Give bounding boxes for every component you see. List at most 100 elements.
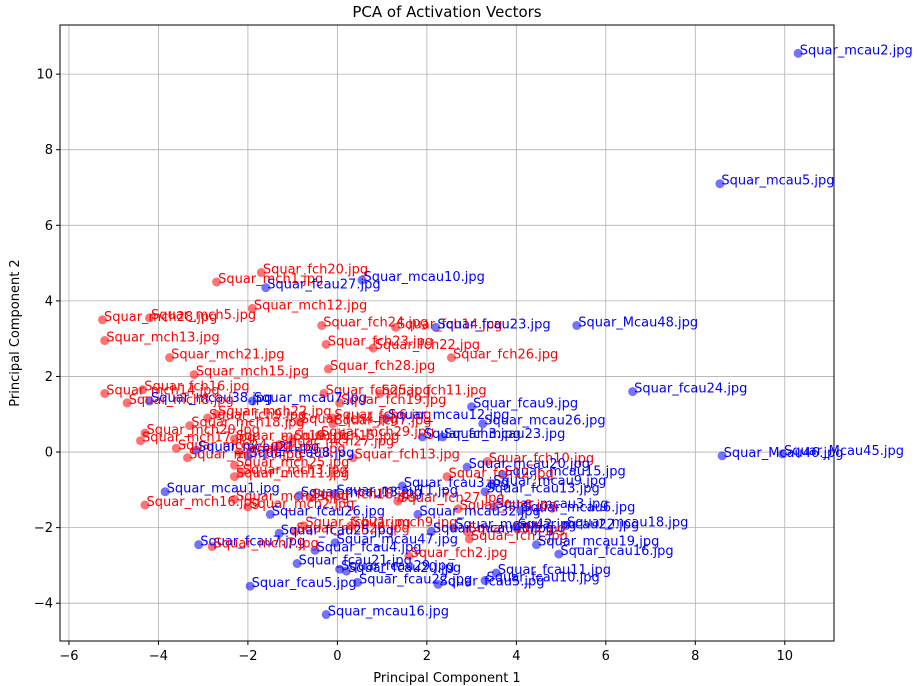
point-label: Squar_mch10.jpg (189, 448, 302, 463)
data-point (561, 521, 571, 531)
point-label: Squar_mcau15.jpg (504, 465, 625, 480)
data-point (122, 398, 132, 408)
data-point (417, 432, 427, 442)
data-point (491, 568, 501, 578)
point-label: Squar_mch8.jpg (129, 393, 234, 408)
data-point (212, 409, 222, 419)
y-tick-label: 4 (45, 294, 53, 309)
data-point (330, 538, 340, 548)
point-label: Squar_fch10.jpg (489, 451, 594, 466)
point-label: Squar_mch9.jpg (352, 516, 457, 531)
point-label: Squar_fcau4.jpg (317, 540, 422, 555)
data-point (299, 521, 309, 531)
data-point (288, 434, 298, 444)
point-label: Squar_mcau26.jpg (484, 414, 605, 429)
data-point (348, 453, 358, 463)
point-label: Squar_fcau13.jpg (487, 482, 600, 497)
point-label: Squar_mch25.jpg (236, 455, 349, 470)
point-label: Squar_fcau10.jpg (487, 571, 600, 586)
point-label: Squar_mcau7.jpg (254, 391, 367, 406)
point-labels: Squar_mcau2.jpg Squar_mcau5.jpg Squar_fch2… (104, 43, 913, 619)
data-point (404, 551, 414, 561)
data-point (160, 487, 170, 497)
x-tick-label: 8 (691, 649, 699, 664)
point-label: Squar_fcau26.jpg (272, 504, 385, 519)
point-label: Squar_fch5.jpg (469, 521, 566, 536)
point-label: Squar_mcau40.jpg (433, 521, 554, 536)
data-point (482, 456, 492, 466)
data-point (511, 523, 521, 533)
point-label: Squar_mcau47.jpg (337, 533, 458, 548)
data-point (234, 447, 244, 457)
point-label: Squar_mch17.jpg (142, 431, 255, 446)
point-label: Squar_mch11.jpg (236, 467, 349, 482)
point-label: Squar_fcau5.jpg (440, 574, 545, 589)
data-point (245, 581, 255, 591)
point-label: Squar_fch9.jpg (209, 408, 306, 423)
data-point (426, 526, 436, 536)
point-label: Squar_mcau12.jpg (388, 408, 509, 423)
data-point (243, 451, 253, 461)
data-point (191, 445, 201, 455)
point-label: Squar_mch13.jpg (106, 331, 219, 346)
chart-title: PCA of Activation Vectors (352, 3, 541, 21)
point-label: Squar_fch7.jpg (334, 414, 431, 429)
point-label: Squar_mch27.jpg (281, 434, 394, 449)
data-point (487, 479, 497, 489)
data-point (294, 491, 304, 501)
point-label: Squar_fch16.jpg (144, 380, 249, 395)
point-label: Squar_mcau2.jpg (800, 43, 913, 58)
point-label: Squar_fcau29.jpg (341, 559, 454, 574)
point-label: Squar_fcau24.jpg (634, 382, 747, 397)
data-point (247, 303, 257, 313)
y-tick-label: 8 (45, 143, 53, 158)
data-point (100, 388, 110, 398)
point-label: Squar_fcau5.jpg (252, 576, 357, 591)
point-label: Squar_mch15.jpg (196, 365, 309, 380)
point-label: Squar_mch23.jpg (236, 489, 349, 504)
x-tick-label: −4 (149, 649, 168, 664)
data-point (140, 428, 150, 438)
data-point (138, 385, 148, 395)
data-points (98, 48, 803, 620)
point-label: Squar_fch25.jpg (325, 383, 430, 398)
point-label: Squar_mcau5.jpg (721, 174, 834, 189)
point-label: Squar_mch12.jpg (254, 298, 367, 313)
y-tick-label: 2 (45, 370, 53, 385)
point-label: Squar_fcau21.jpg (299, 554, 412, 569)
point-label: Squar_mch5.jpg (151, 308, 256, 323)
point-label: Squar_mch22.jpg (218, 404, 331, 419)
data-point (294, 417, 304, 427)
data-point (292, 559, 302, 569)
data-point (321, 339, 331, 349)
data-point (243, 502, 253, 512)
point-label: Squar_mcau38.jpg (151, 391, 272, 406)
grid-lines (60, 25, 834, 641)
point-label: Squar_fch15.jpg (294, 429, 399, 444)
point-label: Squar_Mcau46.jpg (724, 446, 844, 461)
data-point (449, 523, 459, 533)
point-label: Squar_fch1.jpg (471, 529, 568, 544)
data-point (274, 528, 284, 538)
point-label: Squar_mch1.jpg (218, 272, 323, 287)
data-point (144, 396, 154, 406)
data-point (628, 387, 638, 397)
data-point (478, 419, 488, 429)
point-label: Squar_mcau32.jpg (419, 504, 540, 519)
point-label: Squar_mch16.jpg (147, 495, 260, 510)
data-point (212, 277, 222, 287)
data-point (480, 576, 490, 586)
point-label: Squar_fcau7.jpg (200, 535, 305, 550)
data-point (183, 453, 193, 463)
point-label: Squar_mcau42.jpg (455, 518, 576, 533)
data-point (554, 549, 564, 559)
data-point (462, 462, 472, 472)
data-point (229, 494, 239, 504)
point-label: Squar_mcau21.jpg (198, 440, 319, 455)
point-label: Squar_fch24.jpg (323, 315, 428, 330)
data-point (229, 472, 239, 482)
data-point (319, 388, 329, 398)
point-label: Squar_fch28.jpg (330, 359, 435, 374)
data-point (382, 413, 392, 423)
